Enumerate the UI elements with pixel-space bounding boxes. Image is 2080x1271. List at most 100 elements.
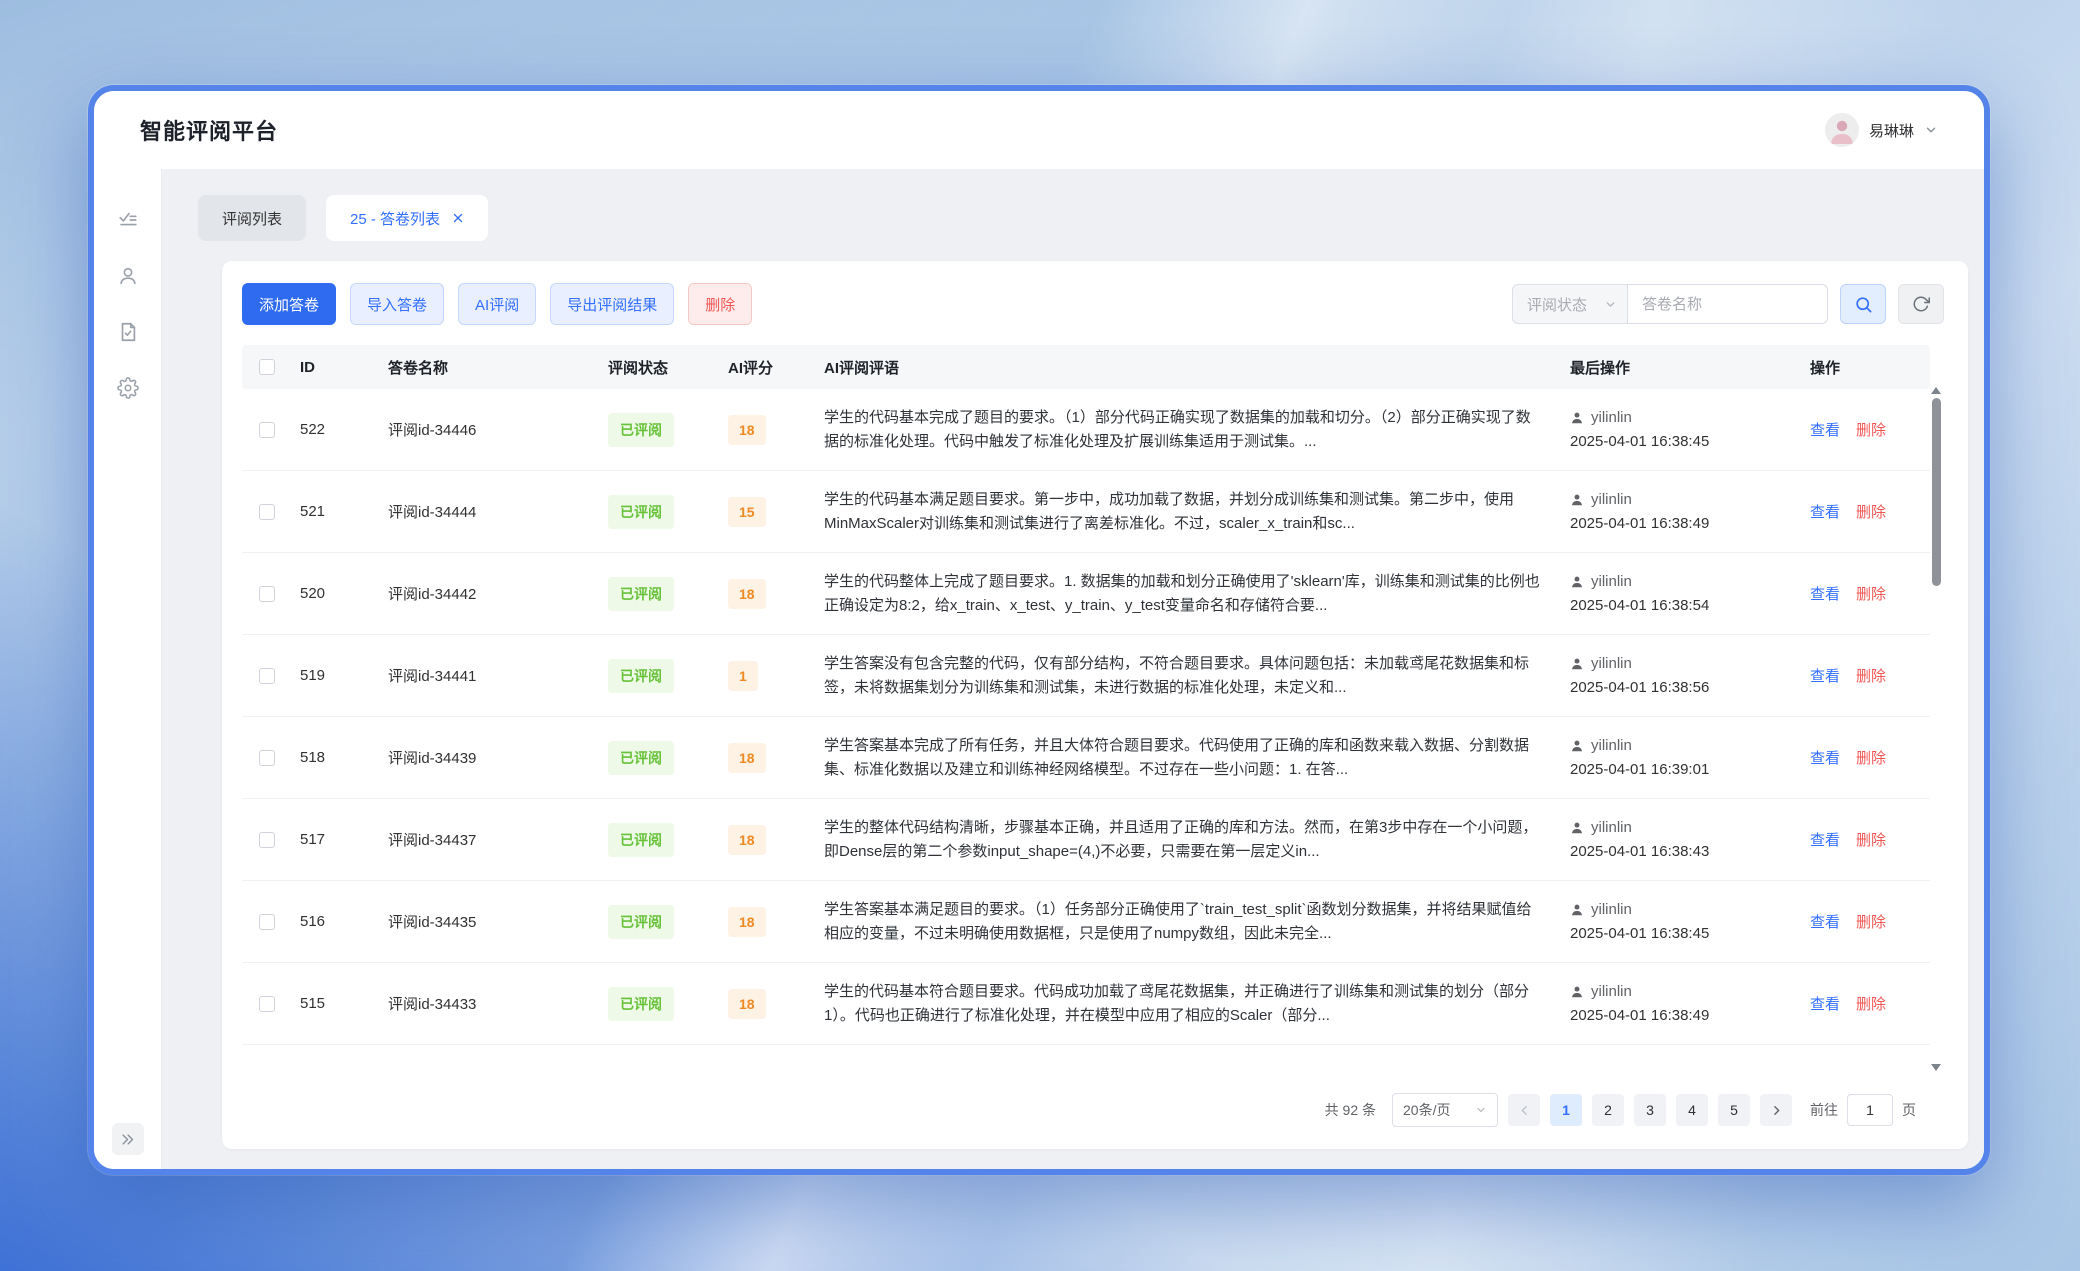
header-name: 答卷名称 (388, 359, 449, 377)
sidebar-item-settings-gear-icon[interactable] (115, 375, 141, 401)
operation-time: 2025-04-01 16:38:43 (1570, 843, 1710, 860)
sidebar-collapse-button[interactable] (111, 1123, 144, 1155)
row-name: 评阅id-34441 (388, 668, 477, 685)
row-checkbox[interactable] (259, 503, 275, 520)
delete-link[interactable]: 删除 (1856, 832, 1887, 849)
page-button-4[interactable]: 4 (1676, 1094, 1708, 1126)
table-row: 518 评阅id-34439 已评阅 18 学生答案基本完成了所有任务，并且大体… (242, 717, 1930, 799)
page-button-3[interactable]: 3 (1634, 1094, 1666, 1126)
chevron-down-icon (1604, 298, 1617, 311)
search-input[interactable] (1628, 284, 1828, 324)
select-all-checkbox[interactable] (259, 359, 275, 375)
score-badge: 18 (728, 824, 766, 855)
person-icon (1570, 739, 1584, 753)
view-link[interactable]: 查看 (1810, 422, 1841, 439)
row-id: 519 (300, 667, 326, 684)
delete-button[interactable]: 删除 (688, 283, 753, 325)
operator-name: yilinlin (1591, 573, 1632, 590)
operator-name: yilinlin (1591, 491, 1632, 508)
delete-link[interactable]: 删除 (1856, 750, 1887, 767)
scrollbar-down-arrow[interactable] (1931, 1064, 1941, 1071)
next-page-button[interactable] (1760, 1094, 1792, 1126)
view-link[interactable]: 查看 (1810, 750, 1841, 767)
view-link[interactable]: 查看 (1810, 996, 1841, 1013)
scrollbar-thumb[interactable] (1931, 398, 1941, 586)
sidebar-item-document-check-icon[interactable] (115, 319, 141, 345)
score-badge: 15 (728, 496, 766, 527)
tab-label: 评阅列表 (222, 210, 283, 228)
row-checkbox[interactable] (259, 995, 275, 1012)
row-id: 515 (300, 995, 326, 1012)
table-body: 522 评阅id-34446 已评阅 18 学生的代码基本完成了题目的要求。（1… (242, 389, 1930, 1075)
delete-link[interactable]: 删除 (1856, 586, 1887, 603)
user-name: 易琳琳 (1868, 122, 1914, 140)
row-name: 评阅id-34442 (388, 586, 477, 603)
delete-link[interactable]: 删除 (1856, 668, 1887, 685)
status-badge: 已评阅 (608, 494, 674, 529)
view-link[interactable]: 查看 (1810, 914, 1841, 931)
score-badge: 18 (728, 578, 766, 609)
page-button-2[interactable]: 2 (1592, 1094, 1624, 1126)
row-checkbox[interactable] (259, 667, 275, 684)
page-title: 智能评阅平台 (140, 119, 279, 144)
review-status-select[interactable]: 评阅状态 (1512, 284, 1628, 324)
close-icon[interactable] (452, 212, 464, 224)
scrollbar-up-arrow[interactable] (1931, 387, 1941, 394)
delete-link[interactable]: 删除 (1856, 422, 1887, 439)
tab-bar: 评阅列表 25 - 答卷列表 (198, 195, 1968, 241)
row-checkbox[interactable] (259, 749, 275, 766)
person-icon (1570, 575, 1584, 589)
header-score: AI评分 (728, 359, 774, 377)
status-badge: 已评阅 (608, 658, 674, 693)
row-checkbox[interactable] (259, 831, 275, 848)
row-comment: 学生的代码基本满足题目要求。第一步中，成功加载了数据，并划分成训练集和测试集。第… (824, 491, 1515, 532)
row-checkbox[interactable] (259, 585, 275, 602)
operation-time: 2025-04-01 16:38:54 (1570, 597, 1710, 614)
refresh-button[interactable] (1898, 284, 1944, 324)
goto-page-input[interactable] (1847, 1094, 1893, 1126)
row-checkbox[interactable] (259, 913, 275, 930)
status-badge: 已评阅 (608, 412, 674, 447)
export-results-button[interactable]: 导出评阅结果 (550, 283, 675, 325)
row-name: 评阅id-34435 (388, 914, 477, 931)
tab-answer-list[interactable]: 25 - 答卷列表 (326, 195, 489, 241)
prev-page-button[interactable] (1508, 1094, 1540, 1126)
person-icon (1570, 903, 1584, 917)
table-row: 520 评阅id-34442 已评阅 18 学生的代码整体上完成了题目要求。1.… (242, 553, 1930, 635)
table-row: 522 评阅id-34446 已评阅 18 学生的代码基本完成了题目的要求。（1… (242, 389, 1930, 471)
scrollbar-track[interactable] (1931, 398, 1941, 1060)
app-header: 智能评阅平台 易琳琳 (94, 91, 1984, 169)
goto-suffix: 页 (1902, 1102, 1916, 1118)
row-comment: 学生答案没有包含完整的代码，仅有部分结构，不符合题目要求。具体问题包括：未加载鸢… (824, 655, 1530, 696)
header-actions: 操作 (1810, 359, 1841, 377)
view-link[interactable]: 查看 (1810, 586, 1841, 603)
delete-link[interactable]: 删除 (1856, 504, 1887, 521)
add-answer-button[interactable]: 添加答卷 (242, 283, 337, 325)
delete-link[interactable]: 删除 (1856, 996, 1887, 1013)
view-link[interactable]: 查看 (1810, 832, 1841, 849)
row-name: 评阅id-34439 (388, 750, 477, 767)
row-comment: 学生答案基本满足题目的要求。（1）任务部分正确使用了`train_test_sp… (824, 901, 1532, 942)
import-answer-button[interactable]: 导入答卷 (350, 283, 445, 325)
search-button[interactable] (1840, 284, 1886, 324)
status-badge: 已评阅 (608, 904, 674, 939)
table-scrollbar (1930, 387, 1942, 1071)
page-button-5[interactable]: 5 (1718, 1094, 1750, 1126)
header-last-operation: 最后操作 (1570, 359, 1631, 377)
page-size-select[interactable]: 20条/页 (1392, 1093, 1498, 1127)
delete-link[interactable]: 删除 (1856, 914, 1887, 931)
header-status: 评阅状态 (608, 359, 669, 377)
user-menu[interactable]: 易琳琳 (1824, 113, 1938, 147)
sidebar-item-user-icon[interactable] (115, 263, 141, 289)
operation-time: 2025-04-01 16:38:49 (1570, 1007, 1710, 1024)
table-row: 516 评阅id-34435 已评阅 18 学生答案基本满足题目的要求。（1）任… (242, 881, 1930, 963)
row-checkbox[interactable] (259, 421, 275, 438)
view-link[interactable]: 查看 (1810, 668, 1841, 685)
view-link[interactable]: 查看 (1810, 504, 1841, 521)
sidebar (94, 169, 162, 1169)
tab-review-list[interactable]: 评阅列表 (198, 195, 307, 241)
ai-review-button[interactable]: AI评阅 (458, 283, 537, 325)
status-badge: 已评阅 (608, 986, 674, 1021)
page-button-1[interactable]: 1 (1550, 1094, 1582, 1126)
sidebar-item-review-checklist-icon[interactable] (115, 207, 141, 233)
